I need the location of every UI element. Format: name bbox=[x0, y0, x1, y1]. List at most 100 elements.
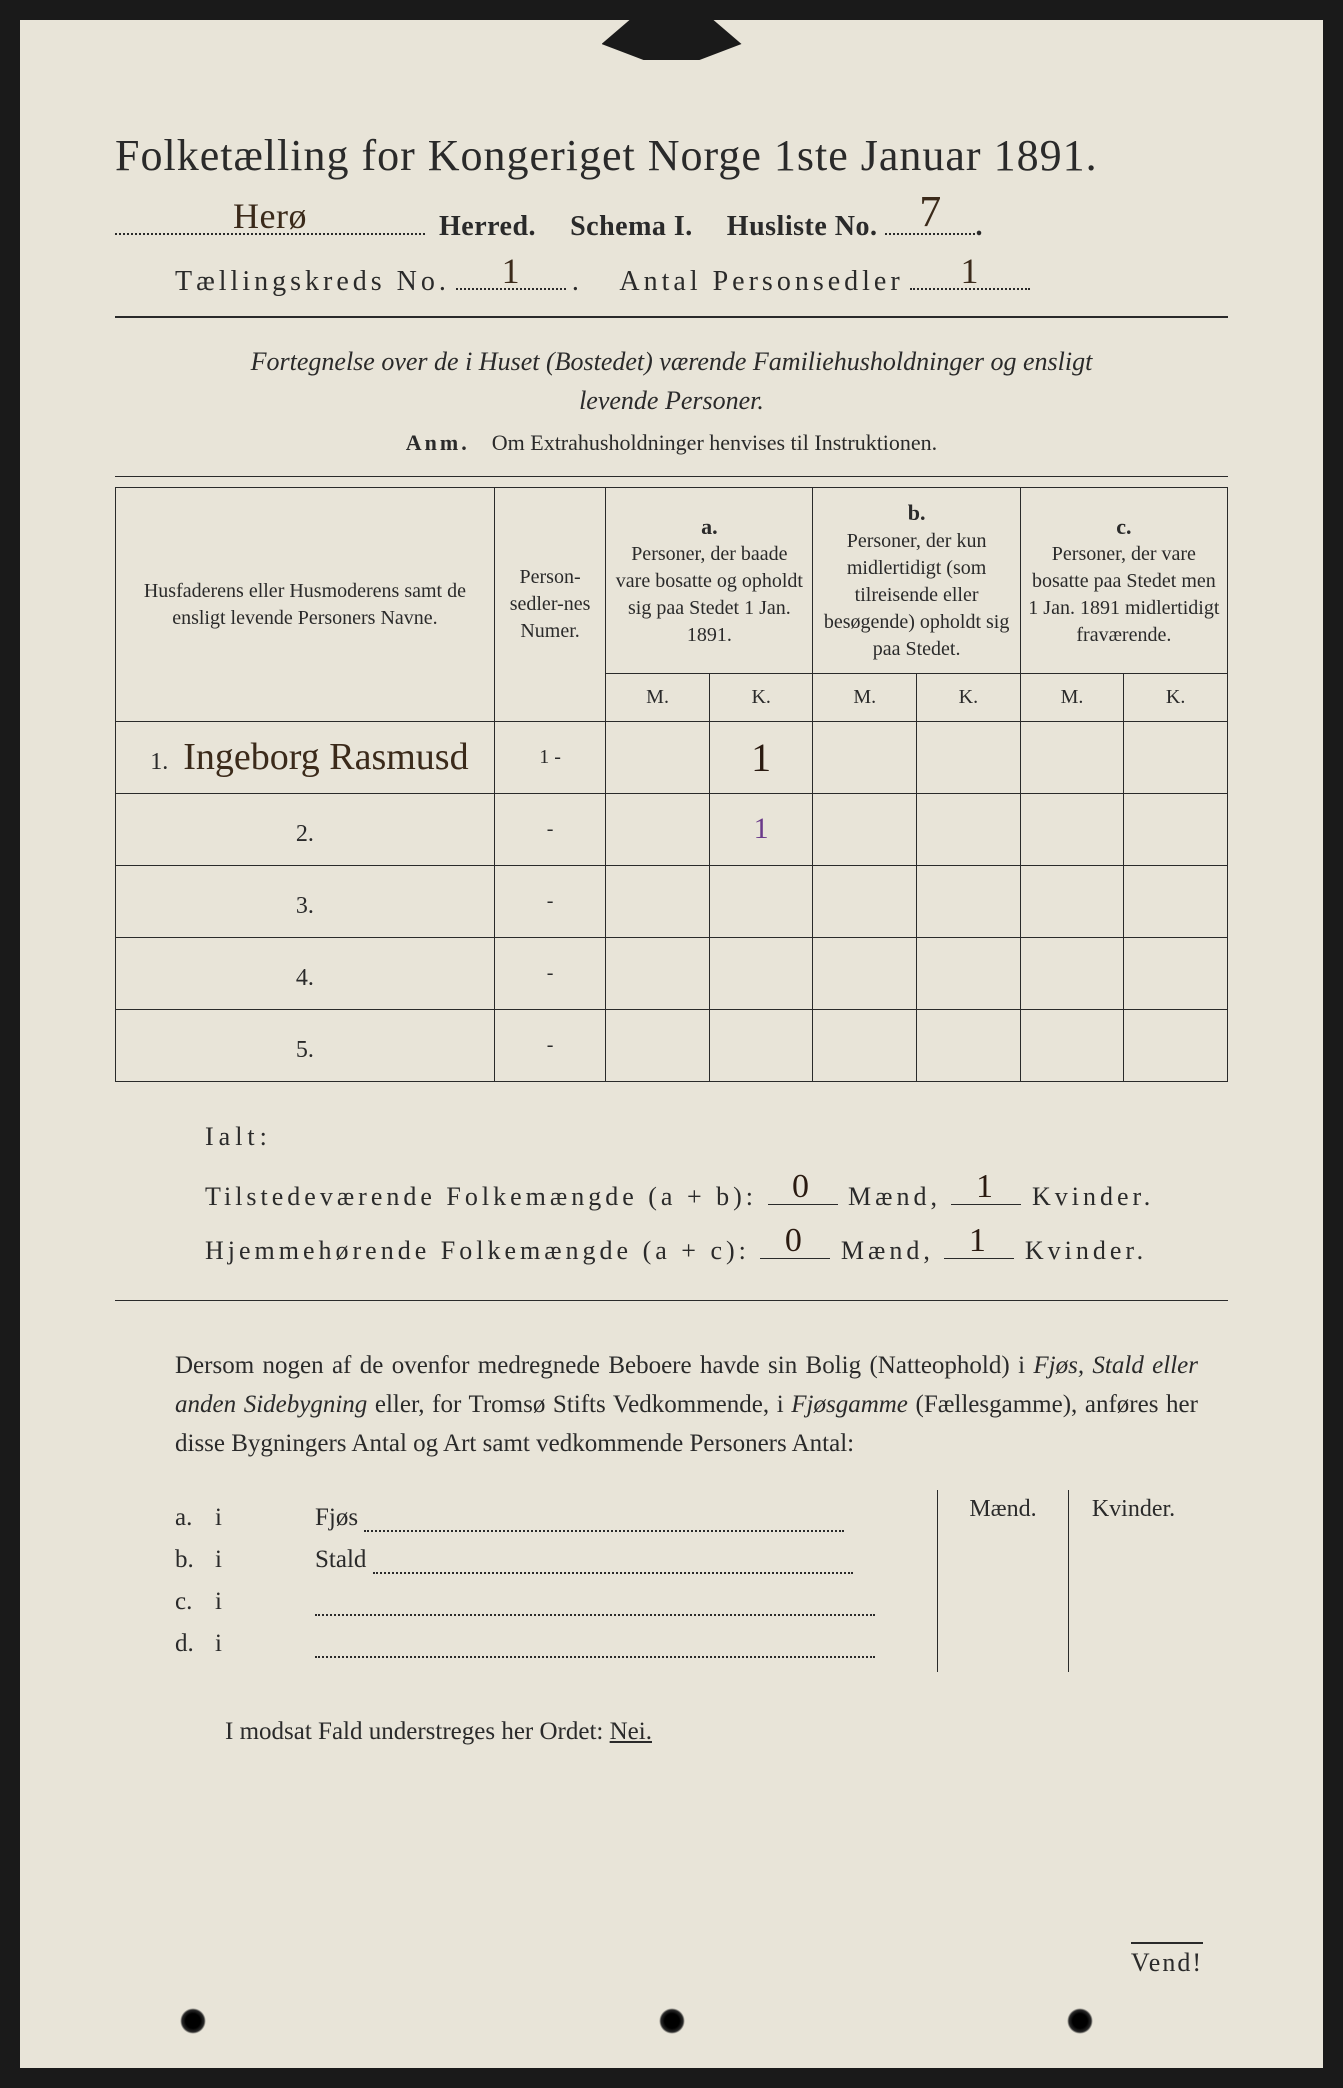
a-k: K. bbox=[709, 673, 813, 721]
outbuilding-paragraph: Dersom nogen af de ovenfor medregnede Be… bbox=[175, 1347, 1198, 1463]
value-cell bbox=[1020, 937, 1124, 1009]
value-cell bbox=[709, 1009, 813, 1081]
col-b: b. Personer, der kun midlertidigt (som t… bbox=[813, 488, 1020, 674]
col-c: c. Personer, der vare bosatte paa Stedet… bbox=[1020, 488, 1227, 674]
numer-cell: - bbox=[494, 937, 605, 1009]
husliste-label: Husliste No. bbox=[727, 211, 878, 243]
value-cell bbox=[606, 793, 710, 865]
value-cell bbox=[1124, 865, 1228, 937]
husliste-hand: 7 bbox=[919, 186, 942, 237]
name-cell: 2. bbox=[116, 793, 495, 865]
totals-1-k: 1 bbox=[976, 1168, 997, 1206]
binding-hole-icon bbox=[659, 2008, 685, 2034]
c-k: K. bbox=[1124, 673, 1228, 721]
name-cell: 3. bbox=[116, 865, 495, 937]
name-cell: 4. bbox=[116, 937, 495, 1009]
totals-line-2: Hjemmehørende Folkemængde (a + c): 0 Mæn… bbox=[205, 1228, 1228, 1266]
outbuilding-block: a.iFjøs b.iStald c.id.i Mænd. Kvinder. bbox=[175, 1490, 1198, 1672]
totals-2-k-field: 1 bbox=[944, 1228, 1014, 1259]
value-cell bbox=[813, 1009, 917, 1081]
value-cell bbox=[917, 721, 1021, 793]
outbuilding-rows: a.iFjøs b.iStald c.id.i bbox=[175, 1490, 937, 1672]
sub-maend: Mænd. bbox=[938, 1490, 1068, 1672]
table-row: 3. - bbox=[116, 865, 1228, 937]
nei-line: I modsat Fald understreges her Ordet: Ne… bbox=[225, 1718, 1228, 1746]
herred-label: Herred. bbox=[439, 211, 536, 243]
value-cell bbox=[1020, 793, 1124, 865]
a-m: M. bbox=[606, 673, 710, 721]
value-cell bbox=[1124, 793, 1228, 865]
totals-2-m: 0 bbox=[785, 1222, 806, 1260]
husliste-field: 7 bbox=[885, 201, 975, 235]
totals-2-label: Hjemmehørende Folkemængde (a + c): bbox=[205, 1236, 750, 1265]
nei-word: Nei. bbox=[610, 1718, 652, 1745]
herred-hand: Herø bbox=[233, 195, 307, 237]
census-table: Husfaderens eller Husmoderens samt de en… bbox=[115, 487, 1228, 1082]
kreds-label: Tællingskreds No. bbox=[175, 266, 450, 298]
col-c-letter: c. bbox=[1027, 512, 1221, 542]
name-cell: 5. bbox=[116, 1009, 495, 1081]
col-a-text: Personer, der baade vare bosatte og opho… bbox=[612, 541, 806, 649]
anm-text: Om Extrahusholdninger henvises til Instr… bbox=[492, 430, 937, 455]
numer-cell: 1 - bbox=[494, 721, 605, 793]
herred-field: Herø bbox=[115, 201, 425, 235]
col-b-text: Personer, der kun midlertidigt (som tilr… bbox=[819, 528, 1013, 663]
page-title: Folketælling for Kongeriget Norge 1ste J… bbox=[115, 130, 1228, 181]
maend-label-2: Mænd, bbox=[841, 1236, 934, 1265]
numer-cell: - bbox=[494, 793, 605, 865]
value-cell bbox=[917, 865, 1021, 937]
totals-1-label: Tilstedeværende Folkemængde (a + b): bbox=[205, 1182, 757, 1211]
value-cell: 1 bbox=[709, 721, 813, 793]
value-cell bbox=[606, 721, 710, 793]
kreds-field: 1 bbox=[456, 257, 566, 291]
nei-pre: I modsat Fald understreges her Ordet: bbox=[225, 1718, 610, 1745]
value-cell bbox=[917, 1009, 1021, 1081]
totals-1-k-field: 1 bbox=[951, 1174, 1021, 1205]
table-row: 2. - 1 bbox=[116, 793, 1228, 865]
col-c-text: Personer, der vare bosatte paa Stedet me… bbox=[1027, 541, 1221, 649]
anm-label: Anm. bbox=[406, 430, 470, 455]
outbuilding-row: d.i bbox=[175, 1630, 937, 1658]
schema-note-1: Fortegnelse over de i Huset (Bostedet) v… bbox=[251, 347, 1093, 376]
name-cell: 1. Ingeborg Rasmusd bbox=[116, 721, 495, 793]
value-cell bbox=[813, 721, 917, 793]
sub-kvinder: Kvinder. bbox=[1068, 1490, 1198, 1672]
antal-label: Antal Personsedler bbox=[619, 266, 903, 298]
kreds-hand: 1 bbox=[502, 250, 521, 292]
totals-line-1: Tilstedeværende Folkemængde (a + b): 0 M… bbox=[205, 1174, 1228, 1212]
value-cell bbox=[1124, 937, 1228, 1009]
value-cell bbox=[1124, 721, 1228, 793]
totals-1-m: 0 bbox=[792, 1168, 813, 1206]
rule-thin-2 bbox=[115, 1300, 1228, 1301]
value-cell bbox=[1020, 865, 1124, 937]
rule-thin bbox=[115, 476, 1228, 477]
binding-hole-icon bbox=[180, 2008, 206, 2034]
col-name-text: Husfaderens eller Husmoderens samt de en… bbox=[144, 580, 466, 629]
value-cell bbox=[813, 937, 917, 1009]
value-cell bbox=[1020, 721, 1124, 793]
kvinder-label: Kvinder. bbox=[1032, 1182, 1154, 1211]
totals-2-m-field: 0 bbox=[760, 1228, 830, 1259]
value-cell bbox=[606, 937, 710, 1009]
table-row: 4. - bbox=[116, 937, 1228, 1009]
antal-hand: 1 bbox=[960, 250, 979, 292]
maend-label: Mænd, bbox=[848, 1182, 941, 1211]
col-a-letter: a. bbox=[612, 512, 806, 542]
para-it2: Fjøsgamme bbox=[791, 1391, 908, 1418]
header-line-1: Herø Herred. Schema I. Husliste No. 7 . bbox=[115, 201, 1228, 243]
col-b-letter: b. bbox=[819, 498, 1013, 528]
c-m: M. bbox=[1020, 673, 1124, 721]
value-cell bbox=[813, 865, 917, 937]
value-cell bbox=[1020, 1009, 1124, 1081]
value-cell: 1 bbox=[709, 793, 813, 865]
schema-label: Schema I. bbox=[570, 211, 693, 243]
rule bbox=[115, 316, 1228, 318]
totals-block: Ialt: Tilstedeværende Folkemængde (a + b… bbox=[205, 1122, 1228, 1266]
value-cell bbox=[606, 865, 710, 937]
table-row: 5. - bbox=[116, 1009, 1228, 1081]
value-cell bbox=[917, 793, 1021, 865]
value-cell bbox=[917, 937, 1021, 1009]
b-k: K. bbox=[917, 673, 1021, 721]
header-line-2: Tællingskreds No. 1 . Antal Personsedler… bbox=[175, 257, 1228, 299]
vend-label: Vend! bbox=[1131, 1942, 1203, 1978]
